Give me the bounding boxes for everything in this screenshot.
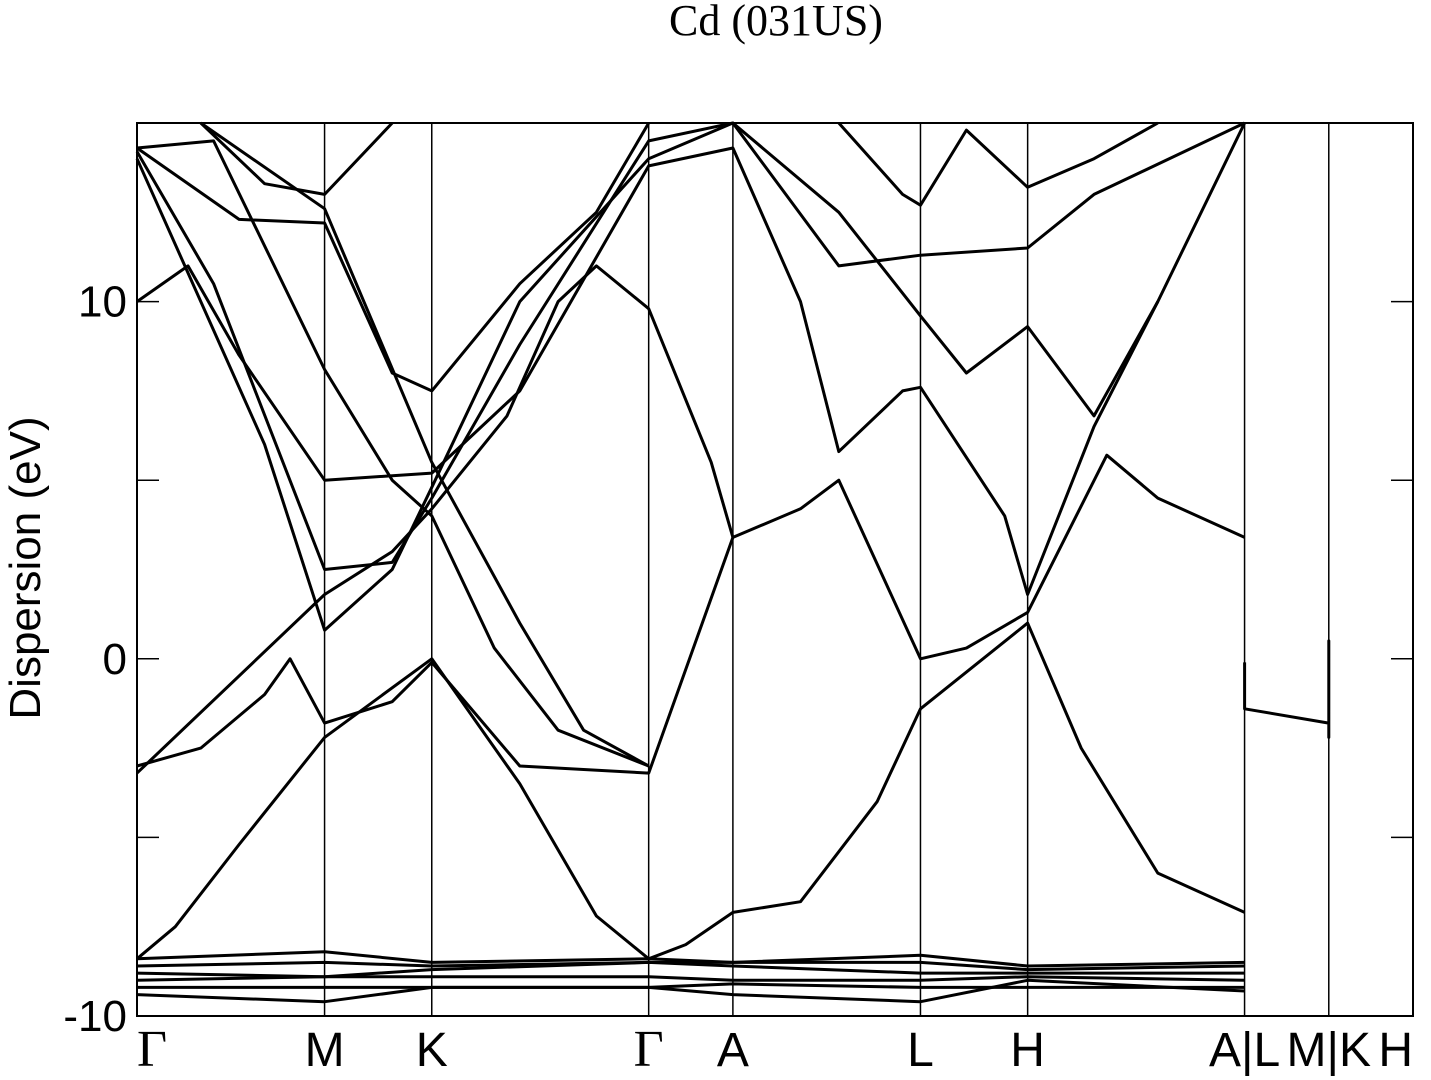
plot-frame — [136, 122, 1414, 1017]
y-tick-label-2: 0 — [103, 635, 127, 684]
kpoint-label-5: L — [907, 1024, 934, 1077]
band-line-11 — [135, 121, 1246, 632]
kpoint-label-0: Γ — [137, 1021, 167, 1078]
band-line-0 — [136, 950, 1245, 968]
kpoint-label-6: H — [1010, 1024, 1045, 1077]
band-line-14 — [199, 121, 650, 768]
band-line-1 — [136, 960, 1245, 972]
kpoint-label-8: M|K — [1287, 1024, 1371, 1077]
kpoint-label-1: M — [305, 1024, 345, 1077]
band-line-3 — [136, 975, 1245, 982]
band-line-15 — [199, 121, 394, 196]
kpoint-label-9: H — [1378, 1024, 1413, 1077]
band-line-13 — [136, 139, 650, 768]
band-line-7 — [136, 453, 1246, 775]
chart-title: Cd (031US) — [669, 0, 883, 45]
kpoint-label-3: Γ — [634, 1021, 664, 1078]
band-line-6 — [136, 621, 1246, 961]
y-tick-label-0: -10 — [63, 992, 127, 1041]
band-line-9 — [136, 146, 1160, 596]
y-tick-label-4: 10 — [78, 278, 127, 327]
band-line-5 — [136, 978, 1245, 1004]
band-line-16 — [837, 121, 1159, 207]
kpoint-label-4: A — [717, 1024, 749, 1077]
band-line-4 — [137, 982, 1245, 989]
y-axis-label: Dispersion (eV) — [1, 416, 50, 719]
kpoint-lines-layer — [323, 123, 1330, 1016]
band-line-8 — [135, 264, 735, 775]
band-line-12 — [136, 122, 650, 393]
kpoint-label-7: A|L — [1209, 1024, 1280, 1077]
kpoint-label-2: K — [416, 1024, 448, 1077]
band-line-17 — [1243, 639, 1331, 739]
